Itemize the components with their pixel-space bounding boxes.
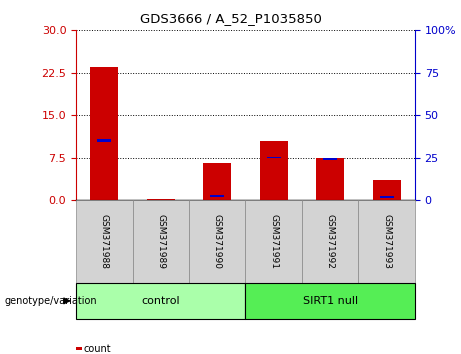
Bar xyxy=(323,158,337,160)
Bar xyxy=(316,158,344,200)
Text: GSM371988: GSM371988 xyxy=(100,214,109,269)
Text: control: control xyxy=(142,296,180,306)
Bar xyxy=(210,195,225,197)
Bar xyxy=(379,196,394,198)
Bar xyxy=(203,163,231,200)
Text: GSM371993: GSM371993 xyxy=(382,214,391,269)
Text: GSM371990: GSM371990 xyxy=(213,214,222,269)
Text: GSM371989: GSM371989 xyxy=(156,214,165,269)
Bar xyxy=(90,67,118,200)
Bar xyxy=(260,141,288,200)
Bar xyxy=(266,157,281,158)
Bar xyxy=(372,180,401,200)
Text: genotype/variation: genotype/variation xyxy=(5,296,97,306)
Text: SIRT1 null: SIRT1 null xyxy=(302,296,358,306)
Text: GSM371992: GSM371992 xyxy=(325,214,335,269)
Text: GDS3666 / A_52_P1035850: GDS3666 / A_52_P1035850 xyxy=(140,12,321,25)
Text: count: count xyxy=(84,344,112,354)
Bar xyxy=(97,139,112,142)
Text: GSM371991: GSM371991 xyxy=(269,214,278,269)
Bar xyxy=(147,199,175,200)
